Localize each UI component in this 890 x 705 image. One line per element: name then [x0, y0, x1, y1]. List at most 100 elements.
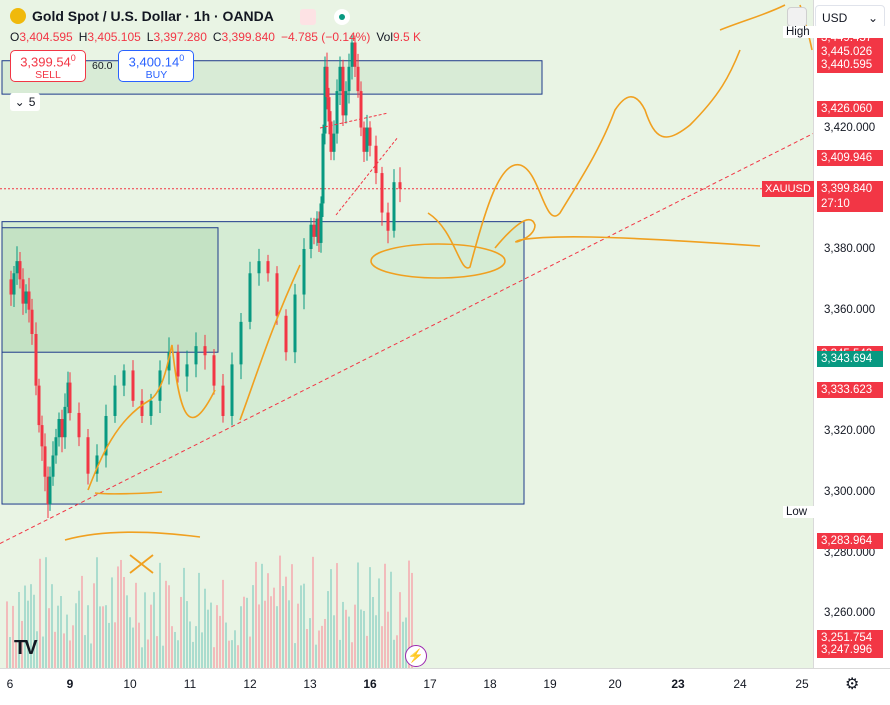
- volume-bar: [81, 575, 83, 668]
- time-tick-label: 16: [363, 677, 377, 691]
- volume-bar: [231, 640, 233, 668]
- price-label: 3,445.026: [817, 43, 883, 60]
- time-tick-label: 19: [543, 677, 557, 691]
- volume-bar: [75, 603, 77, 668]
- volume-bar: [141, 647, 143, 668]
- volume-bar: [402, 621, 404, 668]
- candle-body: [140, 400, 144, 416]
- volume-bar: [90, 643, 92, 668]
- volume-bar: [369, 567, 371, 668]
- drawing-cross: [129, 554, 154, 574]
- volume-bar: [57, 605, 59, 668]
- volume-bar: [72, 625, 74, 668]
- volume-bar: [336, 563, 338, 668]
- symbol-title[interactable]: Gold Spot / U.S. Dollar · 1h · OANDA: [32, 8, 274, 24]
- candle-body: [24, 291, 28, 304]
- volume-bar: [195, 626, 197, 668]
- ohlc-change: −4.785 (−0.14%): [280, 30, 371, 44]
- price-axis[interactable]: 3,420.000 3,380.000 3,360.000 3,320.000 3,30…: [813, 0, 890, 668]
- volume-bar: [93, 583, 95, 668]
- sell-label: SELL: [35, 69, 61, 82]
- candle-body: [309, 224, 313, 249]
- volume-bar: [300, 585, 302, 668]
- candle-body: [68, 382, 72, 413]
- lightning-icon[interactable]: ⚡: [405, 645, 427, 667]
- indicators-collapse-button[interactable]: ⌄ 5: [10, 93, 40, 111]
- volume-bar: [351, 642, 353, 668]
- volume-bar: [282, 586, 284, 668]
- candle-body: [176, 352, 180, 377]
- candle-body: [362, 127, 366, 152]
- volume-bar: [366, 635, 368, 668]
- price-label: 3,333.623: [817, 381, 883, 398]
- volume-bar: [363, 610, 365, 668]
- candle-body: [323, 66, 327, 134]
- candle-body: [347, 66, 351, 92]
- candle-body: [386, 212, 390, 231]
- volume-bar: [387, 611, 389, 668]
- candle-body: [293, 294, 297, 353]
- volume-bar: [33, 594, 35, 668]
- price-label: 3,247.996: [817, 641, 883, 658]
- candle-body: [239, 321, 243, 365]
- volume-bar: [15, 640, 17, 668]
- candle-body: [40, 425, 44, 447]
- ohlc-close: C3,399.840: [212, 30, 275, 44]
- tradingview-logo-icon: TV: [14, 637, 38, 659]
- volume-bar: [114, 622, 116, 668]
- volume-bar: [99, 606, 101, 668]
- volume-bar: [237, 645, 239, 668]
- snapshot-icon[interactable]: [787, 7, 807, 27]
- candle-body: [359, 91, 363, 128]
- gear-icon[interactable]: ⚙: [845, 676, 860, 693]
- volume-bar: [345, 609, 347, 668]
- volume-bar: [60, 596, 62, 668]
- candle-body: [332, 133, 336, 152]
- market-status-icon[interactable]: [334, 9, 350, 25]
- volume-bar: [405, 617, 407, 668]
- volume-bar: [129, 617, 131, 668]
- flag-icon[interactable]: [300, 9, 316, 25]
- volume-bar: [18, 592, 20, 668]
- volume-bar: [51, 584, 53, 668]
- candle-body: [15, 261, 19, 274]
- supply-zone-box: [1, 60, 543, 95]
- volume-bar: [39, 558, 41, 668]
- time-axis[interactable]: 6 9 10 11 12 13 16 17 18 19 20 23 24 25: [0, 668, 890, 705]
- candle-body: [149, 400, 153, 416]
- gold-coin-icon: [10, 8, 26, 24]
- volume-bar: [108, 622, 110, 668]
- volume-bar: [348, 616, 350, 668]
- currency-select[interactable]: USD ⌄: [815, 5, 885, 29]
- candle-body: [284, 315, 288, 353]
- volume-bar: [318, 630, 320, 668]
- candle-body: [77, 412, 81, 438]
- volume-bar: [150, 604, 152, 668]
- price-tick-label: 3,420.000: [824, 121, 876, 134]
- buy-label: BUY: [145, 69, 168, 82]
- low-tag: Low: [783, 505, 888, 518]
- volume-bar: [264, 600, 266, 668]
- volume-bar: [126, 595, 128, 668]
- time-tick-label: 18: [483, 677, 497, 691]
- candle-body: [54, 437, 58, 456]
- volume-bar: [132, 627, 134, 668]
- sell-button[interactable]: 3,399.540 SELL: [10, 50, 86, 82]
- candle-body: [122, 370, 126, 386]
- volume-bar: [192, 641, 194, 668]
- ohlc-readout: O3,404.595 H3,405.105 L3,397.280 C3,399.…: [10, 30, 421, 44]
- volume-bar: [270, 596, 272, 668]
- volume-bar: [135, 582, 137, 668]
- volume-bar: [144, 592, 146, 668]
- candle-body: [63, 406, 67, 438]
- volume-bar: [288, 600, 290, 668]
- volume-bar: [312, 556, 314, 668]
- volume-bar: [342, 601, 344, 668]
- drawing-trend: [239, 264, 301, 421]
- volume-bar: [165, 580, 167, 668]
- price-tick-label: 3,320.000: [824, 425, 876, 438]
- chart-plot-area[interactable]: [0, 0, 813, 668]
- time-tick-label: 9: [66, 677, 74, 691]
- buy-button[interactable]: 3,400.140 BUY: [118, 50, 195, 82]
- bar-countdown: 27:10: [817, 195, 883, 212]
